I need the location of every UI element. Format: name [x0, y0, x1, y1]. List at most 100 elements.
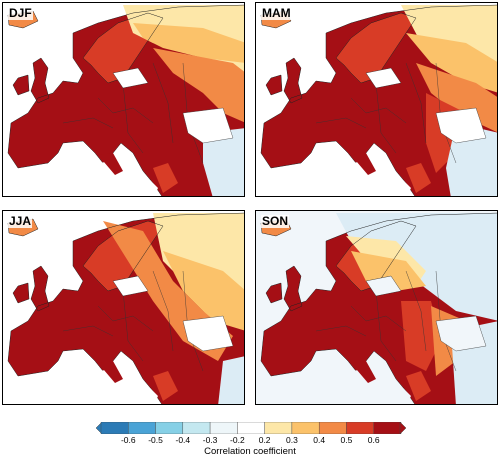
country-border: [122, 290, 144, 362]
landmass-britain: [284, 58, 302, 103]
colorbar-bin: [182, 422, 211, 434]
black-sea: [435, 315, 487, 352]
colorbar-tick-label: -0.5: [148, 435, 163, 445]
colorbar-bin: [237, 422, 265, 434]
coastline: [12, 282, 30, 304]
country-border: [62, 325, 114, 337]
coastline: [260, 212, 497, 404]
landmass-balkans: [406, 371, 431, 401]
landmass-ireland: [266, 75, 282, 95]
landmass-ireland: [13, 283, 29, 303]
landmass-britain: [284, 266, 302, 311]
colorbar-bin: [155, 422, 184, 434]
country-border: [152, 270, 174, 352]
mediterranean-sea: [316, 161, 411, 196]
coastline: [7, 212, 244, 404]
panel-jja: JJA: [2, 210, 245, 405]
mediterranean-sea: [63, 161, 158, 196]
correlation-zone: [163, 251, 244, 331]
coastline: [82, 12, 164, 84]
colorbar-bin: [291, 422, 320, 434]
mediterranean-sea: [63, 369, 158, 404]
panel-label-jja: JJA: [8, 214, 33, 228]
colorbar-tick-label: 0.6: [367, 435, 380, 445]
country-border: [122, 82, 144, 154]
colorbar-bin: [264, 422, 293, 434]
baltic-sea: [112, 275, 149, 297]
mediterranean-sea: [316, 369, 411, 404]
country-border: [405, 62, 427, 144]
panel-label-djf: DJF: [8, 6, 33, 20]
country-border: [97, 97, 154, 124]
colorbar-tick-label: -0.4: [175, 435, 191, 445]
country-border: [350, 305, 407, 332]
colorbar-bin: [128, 422, 156, 434]
colorbar-bin: [318, 422, 347, 434]
colorbar-tick-label: 0.3: [285, 435, 298, 445]
black-sea: [435, 107, 487, 144]
baltic-sea: [112, 67, 149, 89]
panel-label-son: SON: [261, 214, 290, 228]
coastline: [30, 265, 50, 312]
colorbar-tick-label: 0.2: [258, 435, 271, 445]
country-border: [62, 117, 114, 129]
baltic-sea: [365, 275, 402, 297]
coastline: [283, 265, 303, 312]
correlation-zone: [133, 23, 244, 63]
black-sea: [182, 315, 234, 352]
landmass-balkans: [153, 163, 178, 193]
coastline: [265, 74, 283, 96]
correlation-zone: [406, 33, 497, 93]
landmass-italy: [98, 153, 123, 175]
panel-son: SON: [255, 210, 498, 405]
coastline: [30, 57, 50, 104]
landmass-britain: [31, 58, 49, 103]
landmass-italy: [351, 153, 376, 175]
correlation-zone: [153, 48, 244, 123]
landmass-italy: [351, 361, 376, 383]
map-mam: [256, 3, 497, 196]
country-border: [315, 117, 367, 129]
country-border: [152, 62, 174, 144]
landmass-italy: [98, 361, 123, 383]
map-djf: [3, 3, 244, 196]
colorbar-bin: [209, 422, 238, 434]
colorbar-tick-label: -0.3: [202, 435, 218, 445]
colorbar-tick-label: -0.6: [120, 435, 136, 445]
coastline: [335, 220, 417, 292]
map-son: [256, 211, 497, 404]
landmass-balkans: [406, 163, 431, 193]
coastline: [260, 4, 497, 196]
landmass-ireland: [13, 75, 29, 95]
coastline: [12, 74, 30, 96]
colorbar: [96, 422, 406, 434]
country-border: [375, 82, 397, 154]
correlation-zone: [401, 301, 441, 371]
country-border: [375, 290, 397, 362]
coastline: [283, 57, 303, 104]
map-jja: [3, 211, 244, 404]
landmass-scandinavia: [336, 13, 416, 83]
colorbar-title: Correlation coefficient: [204, 446, 296, 457]
country-border: [350, 97, 407, 124]
landmass-balkans: [153, 371, 178, 401]
panel-mam: MAM: [255, 2, 498, 197]
colorbar-bin: [373, 422, 402, 434]
panel-djf: DJF: [2, 2, 245, 197]
coastline: [265, 282, 283, 304]
landmass-britain: [31, 266, 49, 311]
colorbar-bin: [100, 422, 129, 434]
colorbar-max-arrow: [399, 422, 406, 434]
colorbar-tick-label: -0.2: [230, 435, 245, 445]
panel-label-mam: MAM: [261, 6, 292, 20]
coastline: [335, 12, 417, 84]
black-sea: [182, 107, 234, 144]
colorbar-tick-label: 0.4: [313, 435, 326, 445]
baltic-sea: [365, 67, 402, 89]
correlation-zone: [203, 128, 244, 196]
country-border: [315, 325, 367, 337]
colorbar-bin: [346, 422, 374, 434]
country-border: [405, 270, 427, 352]
landmass-ireland: [266, 283, 282, 303]
coastline: [82, 220, 164, 292]
